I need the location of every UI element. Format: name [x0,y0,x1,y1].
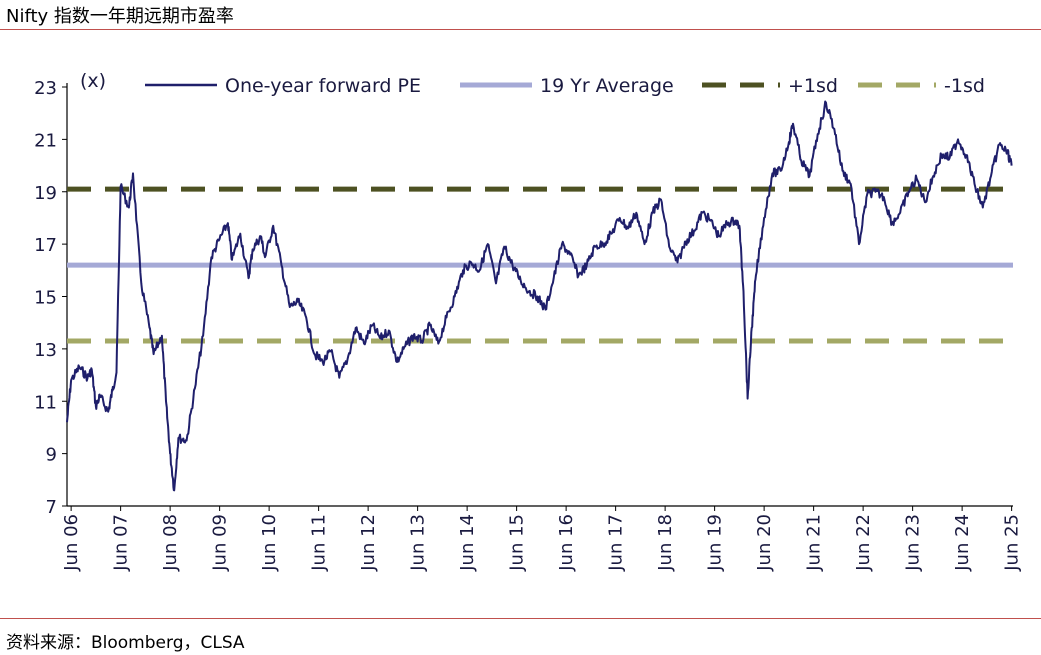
y-tick-label: 23 [34,78,57,99]
x-tick-label: Jun 18 [655,514,676,572]
series-lines [66,100,1013,492]
x-tick-label: Jun 08 [160,514,181,572]
bottom-divider [0,618,1041,619]
y-tick-label: 15 [34,288,57,309]
chart-axes [66,83,1013,507]
y-tick-label: 21 [34,130,57,151]
x-tick-label: Jun 12 [358,514,379,572]
x-tick-label: Jun 22 [853,514,874,572]
legend-label: -1sd [944,75,985,97]
y-tick-label: 9 [46,445,57,466]
x-tick-label: Jun 06 [61,514,82,572]
y-tick-label: 13 [34,340,57,361]
x-tick-label: Jun 25 [1002,514,1023,572]
top-divider [0,29,1041,30]
forward-pe-line [66,100,1013,492]
x-tick-label: Jun 10 [259,514,280,572]
x-tick-label: Jun 13 [408,514,429,572]
y-tick-label: 7 [46,497,57,518]
source-note: 资料来源：Bloomberg，CLSA [6,633,245,653]
y-tick-label: 11 [34,392,57,413]
legend-label: 19 Yr Average [540,75,674,97]
chart-title: Nifty 指数一年期远期市盈率 [6,6,234,27]
x-tick-label: Jun 24 [952,514,973,572]
x-tick-label: Jun 16 [556,514,577,572]
reference-lines [67,186,1013,344]
x-tick-label: Jun 14 [457,514,478,572]
y-tick-label: 19 [34,183,57,204]
x-tick-label: Jun 15 [507,514,528,572]
x-tick-label: Jun 21 [804,514,825,572]
x-tick-label: Jun 23 [903,514,924,572]
legend-label: One-year forward PE [225,75,421,97]
y-axis-ticks: 23 21 19 17 15 13 11 9 7 [34,78,67,518]
x-tick-label: Jun 17 [606,514,627,572]
x-tick-label: Jun 07 [111,514,132,572]
x-tick-label: Jun 09 [210,514,231,572]
x-axis-ticks: Jun 06 Jun 07 Jun 08 Jun 09 Jun 10 Jun 11 Jun … [61,506,1023,572]
legend: One-year forward PE 19 Yr Average +1sd -1sd [145,75,985,97]
x-tick-label: Jun 19 [705,514,726,572]
y-tick-label: 17 [34,235,57,256]
y-unit-label: (x) [80,70,106,92]
x-tick-label: Jun 20 [754,514,775,572]
legend-label: +1sd [788,75,838,97]
x-tick-label: Jun 11 [309,514,330,572]
